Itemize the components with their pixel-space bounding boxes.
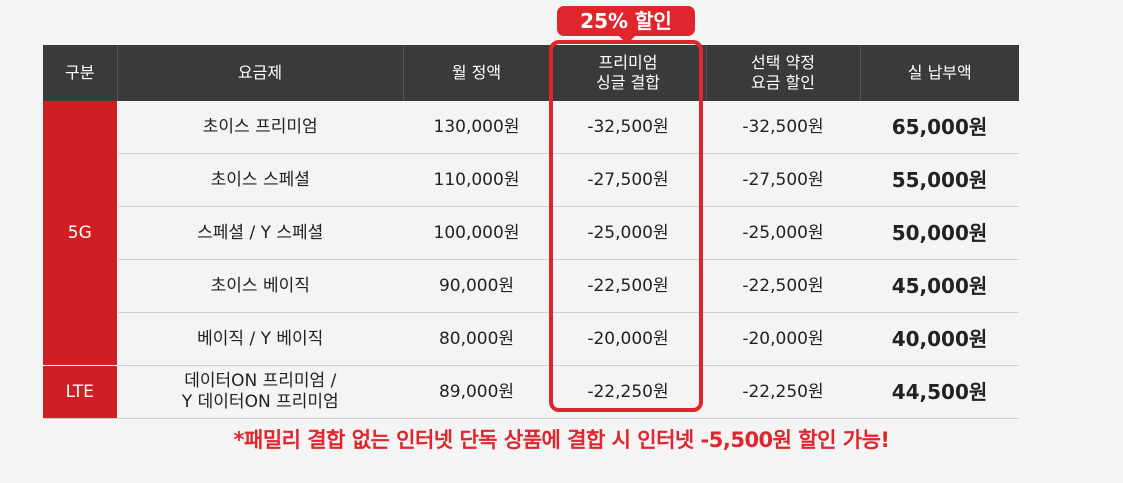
discount-badge-pointer (618, 35, 636, 44)
final-payment: 40,000원 (860, 312, 1019, 366)
table-row: 초이스 베이직 90,000원 -22,500원 -22,500원 45,000… (43, 259, 1019, 313)
final-payment: 55,000원 (860, 153, 1019, 207)
table-row: 5G 초이스 프리미엄 130,000원 -32,500원 -32,500원 6… (43, 101, 1019, 366)
plan-name: 초이스 스페셜 (117, 153, 403, 207)
header-premium-single-bundle: 프리미엄 싱글 결합 (550, 45, 707, 101)
group-lte: LTE (43, 365, 118, 419)
table-row: 초이스 스페셜 110,000원 -27,500원 -27,500원 55,00… (43, 153, 1019, 207)
single-bundle-discount: -22,500원 (550, 259, 706, 313)
plan-pricing-table: 구분 요금제 월 정액 프리미엄 싱글 결합 선택 약정 요금 할인 실 납부액… (43, 45, 1019, 419)
header-category: 구분 (43, 45, 118, 101)
group-5g: 5G (43, 101, 118, 366)
contract-discount: -22,250원 (706, 365, 860, 419)
plan-name: 초이스 프리미엄 (117, 101, 403, 154)
contract-discount: -22,500원 (706, 259, 860, 313)
footnote-emphasis: 인터넷 -5,500원 (637, 428, 792, 452)
monthly-fee: 100,000원 (403, 206, 550, 260)
single-bundle-discount: -22,250원 (550, 365, 706, 419)
header-contract-discount: 선택 약정 요금 할인 (706, 45, 861, 101)
contract-discount: -20,000원 (706, 312, 860, 366)
header-final-payment: 실 납부액 (860, 45, 1019, 101)
contract-discount: -27,500원 (706, 153, 860, 207)
discount-badge: 25% 할인 (557, 6, 695, 36)
final-payment: 50,000원 (860, 206, 1019, 260)
header-monthly-fee: 월 정액 (403, 45, 551, 101)
footnote-text: *패밀리 결합 없는 인터넷 단독 상품에 결합 시 (233, 428, 638, 452)
single-bundle-discount: -20,000원 (550, 312, 706, 366)
monthly-fee: 130,000원 (403, 101, 550, 154)
monthly-fee: 90,000원 (403, 259, 550, 313)
table-header-row: 구분 요금제 월 정액 프리미엄 싱글 결합 선택 약정 요금 할인 실 납부액 (43, 45, 1019, 101)
single-bundle-discount: -25,000원 (550, 206, 706, 260)
contract-discount: -32,500원 (706, 101, 860, 154)
table-row: LTE 데이터ON 프리미엄 / Y 데이터ON 프리미엄 89,000원 -2… (43, 365, 1019, 419)
plan-name: 데이터ON 프리미엄 / Y 데이터ON 프리미엄 (117, 365, 403, 419)
single-bundle-discount: -27,500원 (550, 153, 706, 207)
final-payment: 45,000원 (860, 259, 1019, 313)
plan-name: 베이직 / Y 베이직 (117, 312, 403, 366)
contract-discount: -25,000원 (706, 206, 860, 260)
plan-name: 스페셜 / Y 스페셜 (117, 206, 403, 260)
header-plan: 요금제 (117, 45, 404, 101)
table-row: 베이직 / Y 베이직 80,000원 -20,000원 -20,000원 40… (43, 312, 1019, 366)
single-bundle-discount: -32,500원 (550, 101, 706, 154)
monthly-fee: 110,000원 (403, 153, 550, 207)
footnote: *패밀리 결합 없는 인터넷 단독 상품에 결합 시 인터넷 -5,500원 할… (0, 424, 1123, 454)
table-row: 스페셜 / Y 스페셜 100,000원 -25,000원 -25,000원 5… (43, 206, 1019, 260)
plan-name: 초이스 베이직 (117, 259, 403, 313)
monthly-fee: 89,000원 (403, 365, 550, 419)
footnote-tail: 할인 가능! (791, 428, 890, 452)
monthly-fee: 80,000원 (403, 312, 550, 366)
final-payment: 44,500원 (860, 365, 1019, 419)
final-payment: 65,000원 (860, 101, 1019, 154)
